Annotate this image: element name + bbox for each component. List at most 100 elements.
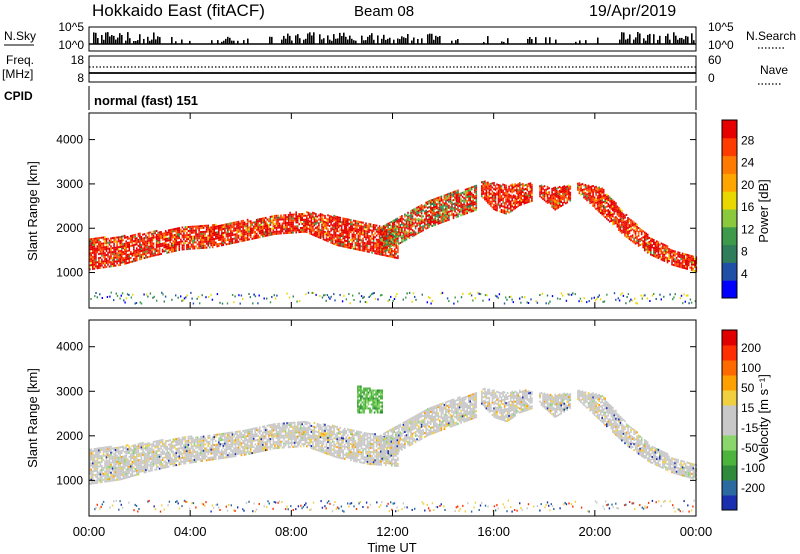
range-cell: [196, 227, 199, 230]
range-cell: [392, 238, 394, 241]
range-cell: [434, 223, 437, 226]
range-cell: [243, 223, 246, 226]
range-cell: [502, 189, 504, 192]
range-cell: [149, 251, 152, 254]
range-cell: [318, 228, 320, 231]
range-cell: [260, 221, 263, 224]
range-cell: [577, 188, 579, 191]
range-cell: [113, 236, 115, 239]
range-cell: [660, 246, 663, 249]
range-cell: [470, 188, 473, 191]
range-cell: [119, 464, 121, 467]
range-cell: [126, 235, 129, 238]
range-cell: [111, 479, 114, 482]
range-cell: [137, 453, 140, 456]
range-cell: [126, 237, 129, 240]
range-cell: [110, 457, 112, 460]
range-cell: [104, 242, 106, 245]
range-cell: [549, 202, 552, 205]
range-cell: [604, 194, 606, 197]
range-cell: [383, 254, 385, 257]
range-cell: [359, 231, 361, 233]
range-cell: [139, 462, 141, 465]
range-cell: [487, 181, 489, 184]
range-cell: [177, 237, 179, 240]
range-cell: [454, 214, 456, 217]
range-cell: [499, 210, 501, 213]
range-cell: [136, 459, 138, 462]
range-cell: [613, 218, 616, 221]
range-cell: [395, 240, 397, 243]
range-cell: [514, 189, 516, 192]
range-cell: [446, 209, 449, 212]
range-cell: [278, 222, 281, 225]
range-cell: [170, 236, 173, 239]
range-cell: [136, 449, 138, 452]
colorbar-tick-label: 12: [741, 222, 755, 236]
range-cell: [98, 253, 100, 256]
range-cell: [295, 229, 297, 232]
range-cell: [117, 264, 120, 267]
range-cell: [398, 224, 400, 227]
range-cell: [390, 221, 393, 223]
nsky-bar: [647, 34, 649, 44]
range-cell: [133, 452, 135, 455]
range-cell: [257, 220, 259, 223]
range-cell: [201, 235, 203, 237]
nsky-bar: [305, 38, 307, 44]
range-cell: [167, 251, 170, 254]
range-cell: [222, 242, 225, 244]
range-cell: [130, 257, 132, 259]
range-cell: [137, 252, 140, 255]
range-cell: [674, 293, 676, 296]
range-cell: [612, 221, 614, 224]
range-cell: [662, 255, 664, 258]
range-cell: [287, 223, 290, 226]
range-cell: [449, 202, 452, 205]
range-cell: [353, 239, 355, 242]
range-cell: [130, 457, 132, 460]
range-cell: [419, 215, 421, 217]
range-cell: [259, 220, 261, 223]
range-cell: [262, 231, 264, 234]
range-cell: [307, 291, 310, 294]
range-cell: [218, 227, 220, 229]
range-cell: [589, 196, 591, 199]
range-cell: [461, 211, 464, 214]
range-cell: [643, 233, 646, 236]
range-cell: [511, 195, 513, 198]
nsky-bar: [371, 33, 373, 44]
range-cell: [656, 244, 658, 247]
range-cell: [607, 199, 610, 202]
range-cell: [306, 215, 308, 218]
range-cell: [405, 220, 408, 223]
cpid-text: normal (fast) 151: [94, 93, 198, 108]
range-cell: [350, 229, 352, 232]
range-cell: [139, 464, 141, 467]
range-cell: [643, 243, 646, 246]
range-cell: [420, 228, 423, 231]
range-cell: [457, 201, 459, 204]
range-cell: [204, 244, 206, 247]
range-cell: [324, 227, 326, 229]
range-cell: [449, 214, 452, 217]
range-cell: [599, 206, 602, 208]
range-cell: [520, 201, 523, 204]
range-cell: [313, 216, 316, 219]
range-cell: [101, 459, 103, 461]
range-cell: [369, 247, 372, 250]
range-cell: [98, 237, 100, 240]
range-cell: [227, 235, 229, 237]
nsky-bar: [307, 33, 309, 44]
range-cell: [416, 206, 418, 209]
range-cell: [266, 232, 269, 235]
range-cell: [249, 220, 252, 223]
range-cell: [414, 227, 417, 230]
range-cell: [390, 245, 393, 247]
range-cell: [602, 300, 604, 303]
range-cell: [653, 253, 655, 255]
range-cell: [110, 449, 112, 452]
range-cell: [113, 248, 115, 251]
range-cell: [322, 220, 325, 223]
range-cell: [562, 294, 564, 297]
